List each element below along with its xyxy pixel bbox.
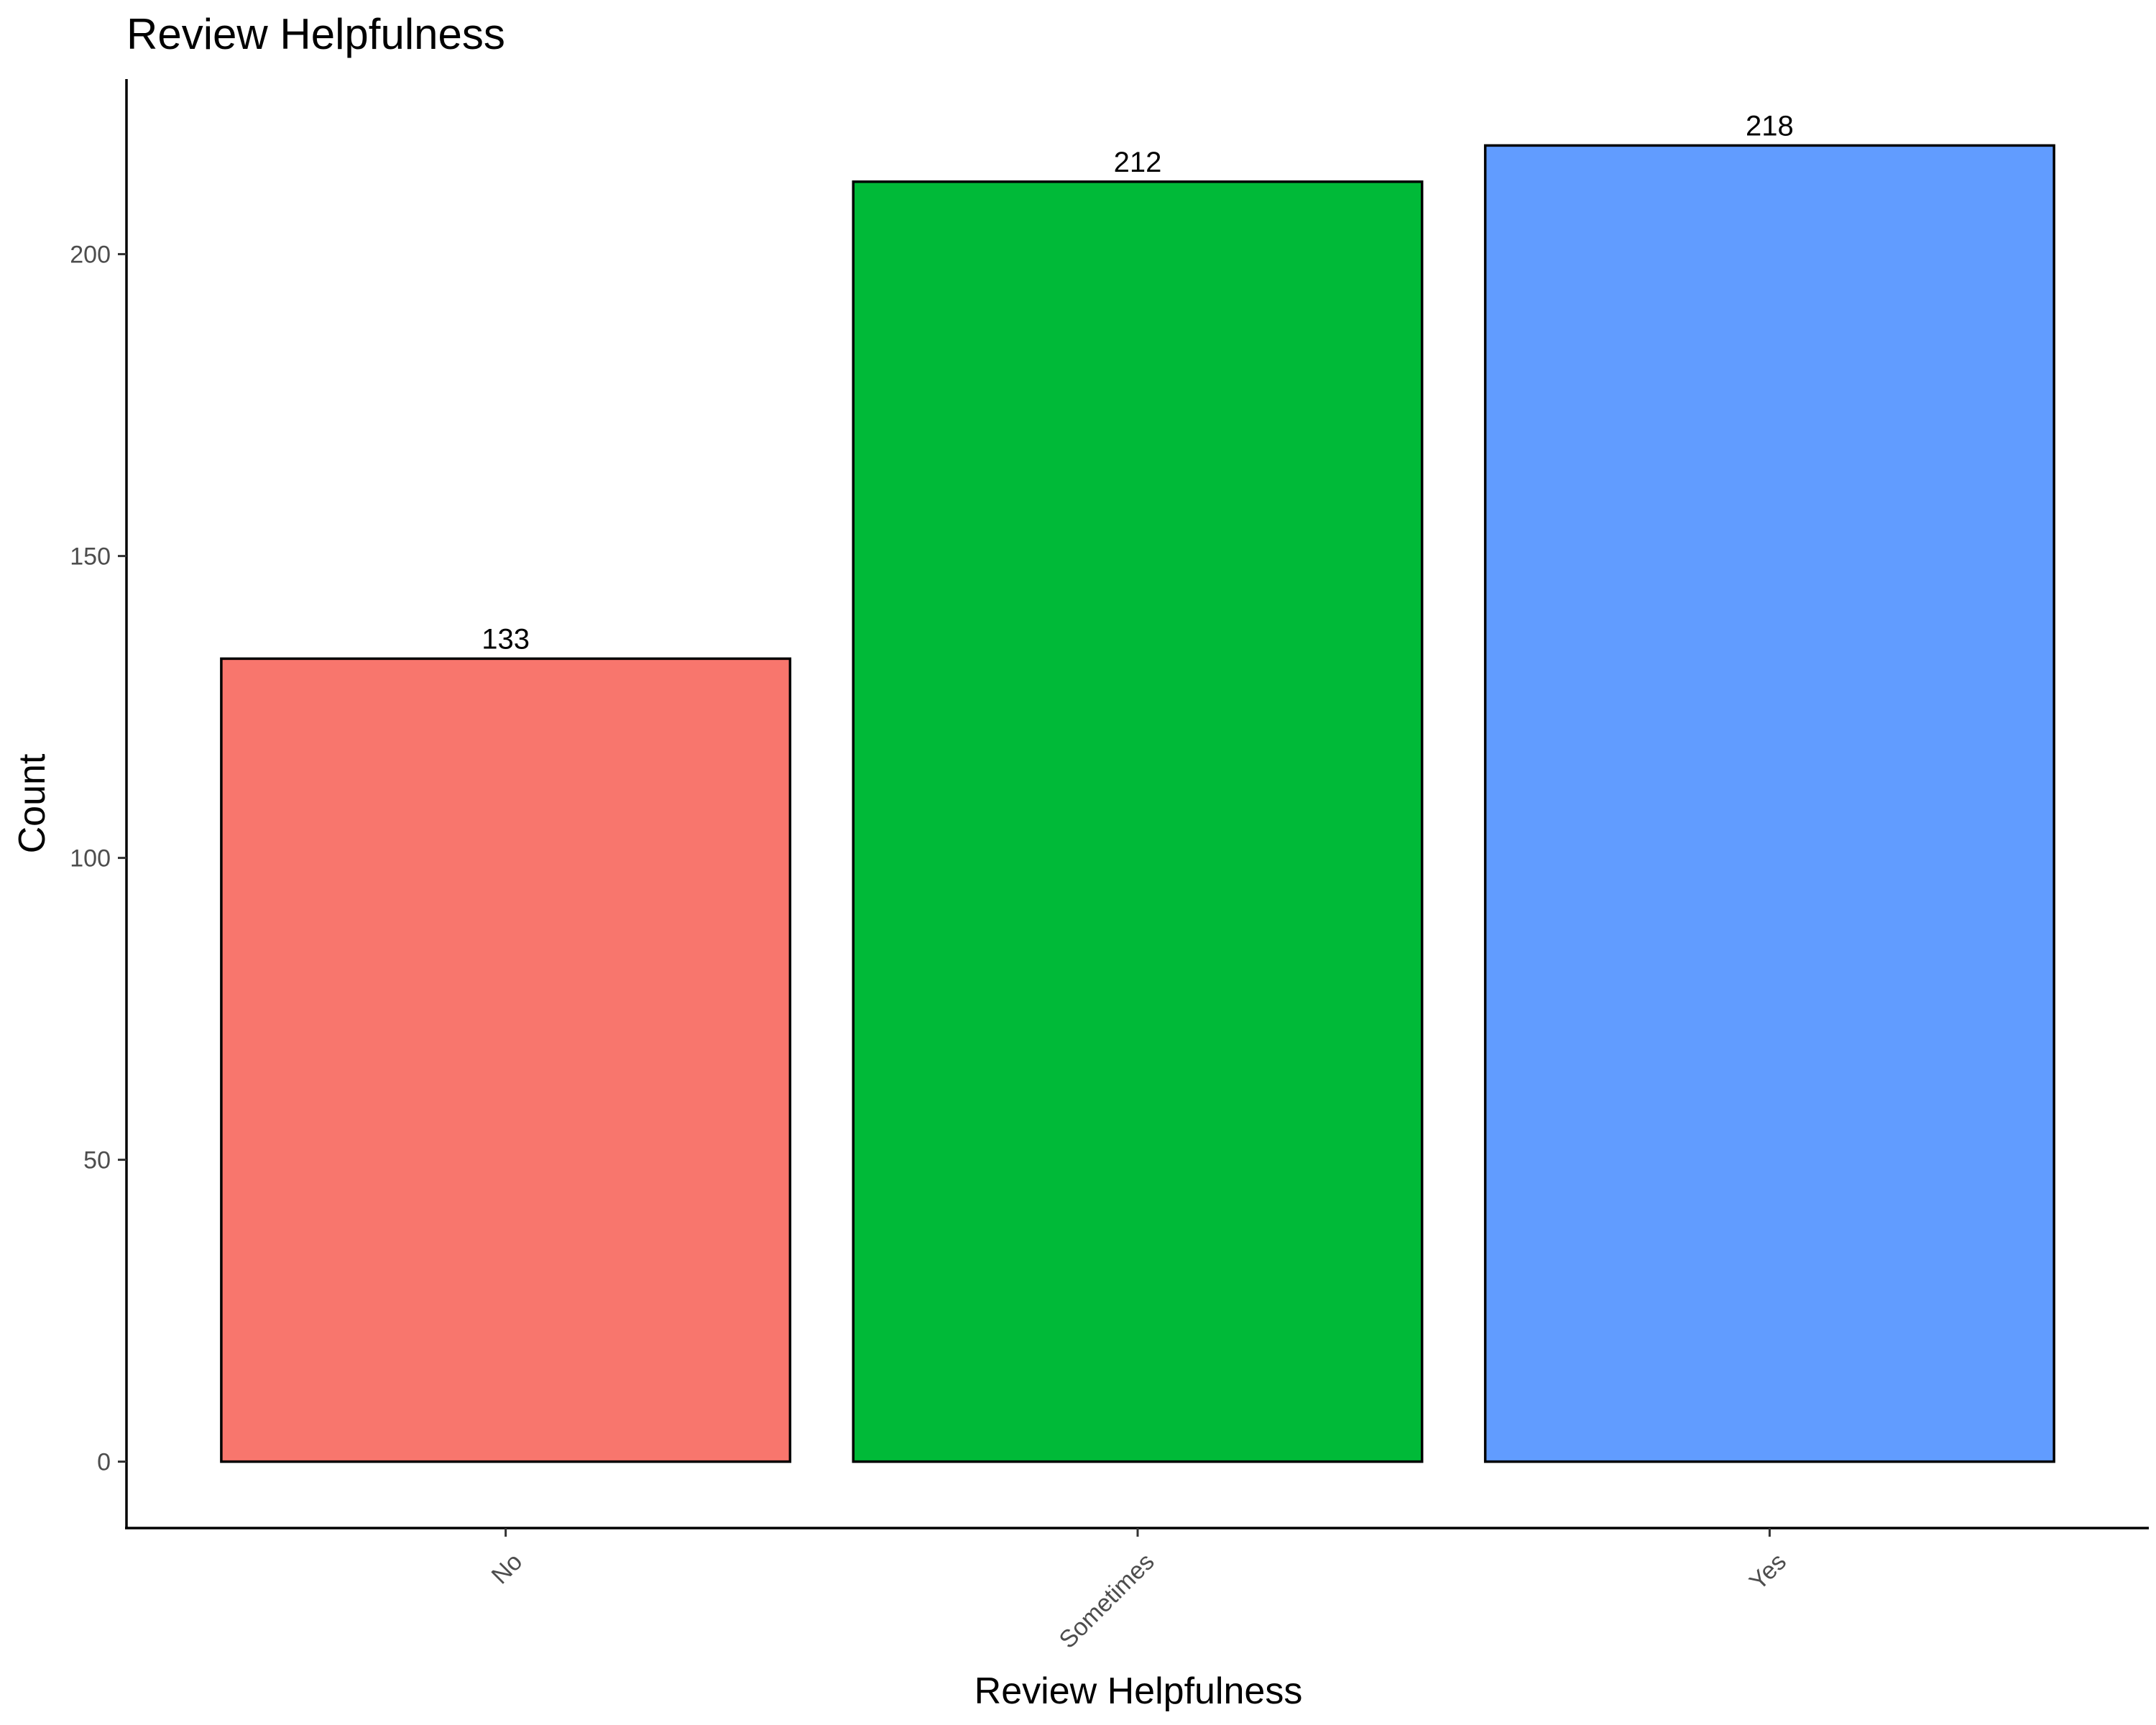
bar-yes: [1483, 144, 2055, 1463]
data-label-no: 133: [482, 623, 530, 655]
y-axis-ticks: 0 50 100 150 200: [70, 242, 126, 1476]
bar-no: [220, 657, 792, 1463]
y-tick-label-200: 200: [70, 242, 111, 269]
data-label-yes: 218: [1746, 110, 1794, 142]
chart-title: Review Helpfulness: [126, 10, 505, 58]
data-labels-layer: 133 212 218: [482, 110, 1793, 655]
y-tick-label-50: 50: [83, 1147, 111, 1174]
y-axis: 0 50 100 150 200: [70, 79, 128, 1528]
y-tick-label-100: 100: [70, 845, 111, 873]
data-label-sometimes: 212: [1114, 147, 1162, 178]
bars-layer: [220, 144, 2055, 1463]
x-axis-title: Review Helpfulness: [975, 1670, 1303, 1712]
y-tick-label-0: 0: [97, 1449, 111, 1476]
y-axis-title: Count: [11, 753, 53, 853]
y-tick-label-150: 150: [70, 543, 111, 571]
bar-sometimes: [852, 180, 1424, 1463]
